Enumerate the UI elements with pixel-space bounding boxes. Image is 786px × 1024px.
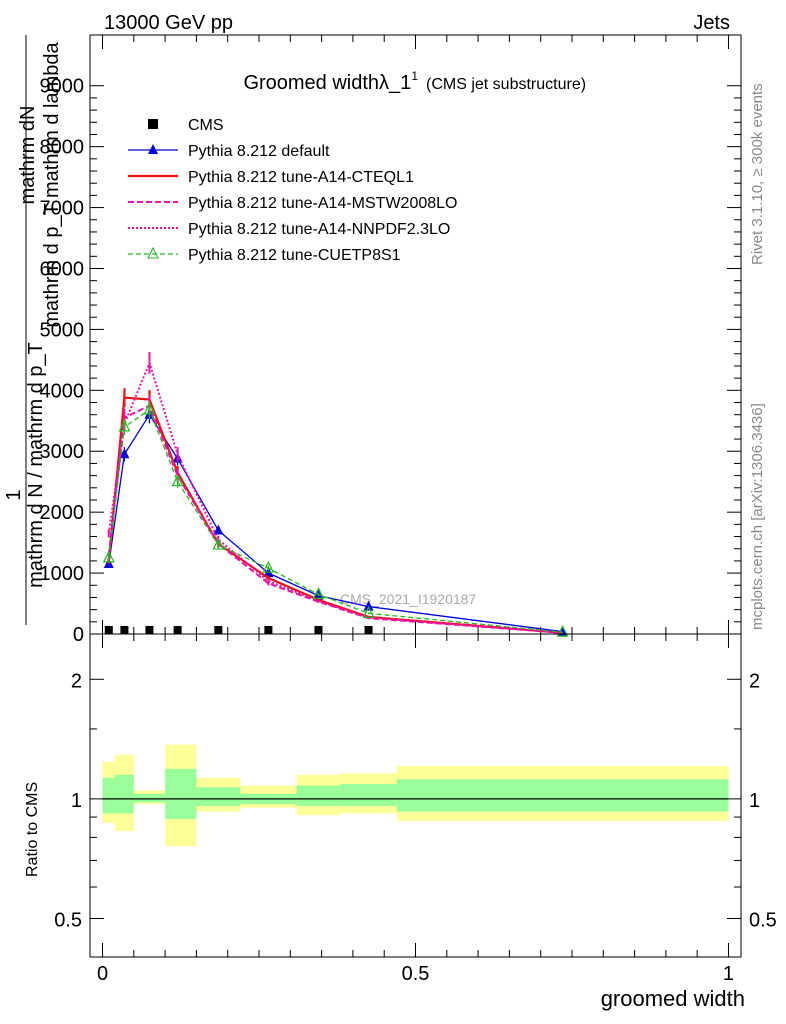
y-tick-label: 2000 — [40, 502, 85, 524]
legend-label: Pythia 8.212 default — [188, 143, 330, 160]
y-axis-label-line-3: 1 — [3, 489, 25, 500]
ratio-band-green — [340, 784, 397, 806]
ratio-band-green — [115, 774, 134, 814]
cms-data-point — [314, 626, 323, 634]
mcplots-label: mcplots.cern.ch [arXiv:1306.3436] — [749, 403, 766, 630]
cms-data-point — [364, 626, 373, 634]
series-layer — [102, 352, 569, 637]
cms-data-point — [214, 626, 223, 634]
rivet-label: Rivet 3.1.10, ≥ 300k events — [749, 83, 766, 265]
series-marker — [102, 550, 115, 563]
y-tick-label: 3000 — [40, 441, 85, 463]
ratio-band-green — [396, 779, 729, 812]
legend-label: Pythia 8.212 tune-A14-CTEQL1 — [188, 169, 414, 186]
series-marker — [119, 448, 130, 459]
legend-label: Pythia 8.212 tune-A14-MSTW2008LO — [188, 195, 457, 212]
series-marker — [556, 624, 569, 637]
series-marker — [262, 560, 275, 573]
ratio-band-green — [165, 768, 197, 819]
watermark: CMS_2021_I1920187 — [340, 591, 476, 607]
chart-title-suffix: (CMS jet substructure) — [426, 76, 586, 93]
series-marker — [362, 605, 375, 618]
cms-data-point — [104, 626, 113, 634]
y-tick-label: 0 — [73, 624, 84, 646]
y-tick-label: 4000 — [40, 380, 85, 402]
ratio-axes: 0.5 0.5 1 1 2 2 0 0.5 1 — [54, 634, 777, 985]
x-tick-label: 0 — [97, 963, 108, 985]
series-marker — [212, 537, 225, 550]
ratio-y-tick-label-right: 0.5 — [749, 909, 777, 931]
ratio-bands — [102, 744, 729, 847]
cms-data-point — [145, 626, 154, 634]
ratio-y-tick-label: 2 — [71, 670, 82, 692]
legend: CMS Pythia 8.212 default Pythia 8.212 tune… — [128, 117, 457, 264]
series-marker — [312, 587, 325, 600]
series-marker — [118, 419, 131, 432]
chart-title: Groomed widthλ_11 — [243, 69, 418, 94]
ratio-band-green — [102, 777, 116, 814]
legend-label: Pythia 8.212 tune-A14-NNPDF2.3LO — [188, 221, 450, 238]
series-marker — [363, 600, 374, 611]
legend-marker — [147, 246, 159, 259]
y-tick-label: 9000 — [40, 76, 85, 98]
x-axis-label: groomed width — [601, 986, 745, 1011]
legend-marker — [148, 144, 158, 154]
ratio-band-green — [133, 793, 166, 803]
cms-data-point — [120, 626, 129, 634]
header-left: 13000 GeV pp — [104, 12, 233, 34]
cms-data-point — [173, 626, 182, 634]
series-line-magentadot — [107, 361, 563, 634]
ratio-y-tick-label: 0.5 — [54, 909, 82, 931]
ratio-band-green — [196, 787, 241, 806]
header-right: Jets — [693, 12, 730, 34]
cms-data-point — [264, 626, 273, 634]
y-tick-label: 5000 — [40, 319, 85, 341]
series-marker — [143, 402, 156, 415]
main-axes: 0 1000 2000 3000 4000 5000 6000 7000 8000 9000 — [40, 35, 741, 646]
y-tick-label: 6000 — [40, 258, 85, 280]
y-tick-label: 8000 — [40, 137, 85, 159]
series-line-red — [107, 396, 563, 634]
ratio-y-tick-label: 1 — [71, 790, 82, 812]
legend-label: Pythia 8.212 tune-CUETP8S1 — [188, 247, 401, 264]
y-tick-label: 1000 — [40, 563, 85, 585]
y-tick-label: 7000 — [40, 198, 85, 220]
ratio-y-axis-label: Ratio to CMS — [24, 782, 41, 877]
y-axis-label: mathrm dN mathrm d p_T mathrm d lambda 1… — [3, 35, 63, 625]
x-tick-label: 1 — [723, 963, 734, 985]
ratio-y-tick-label-right: 2 — [749, 670, 760, 692]
legend-label: CMS — [188, 117, 224, 134]
legend-marker — [148, 119, 158, 129]
y-axis-label-line-4: mathrm d N / mathrm d p_T — [25, 342, 47, 588]
x-tick-label: 0.5 — [402, 963, 430, 985]
series-marker — [213, 524, 224, 535]
y-axis-label-line-1: mathrm dN — [17, 106, 39, 205]
ratio-band-green — [296, 785, 341, 806]
ratio-y-tick-label-right: 1 — [749, 790, 760, 812]
series-marker — [171, 474, 184, 487]
y-axis-label-line-2: mathrm d p_T mathrm d lambda — [41, 41, 63, 327]
